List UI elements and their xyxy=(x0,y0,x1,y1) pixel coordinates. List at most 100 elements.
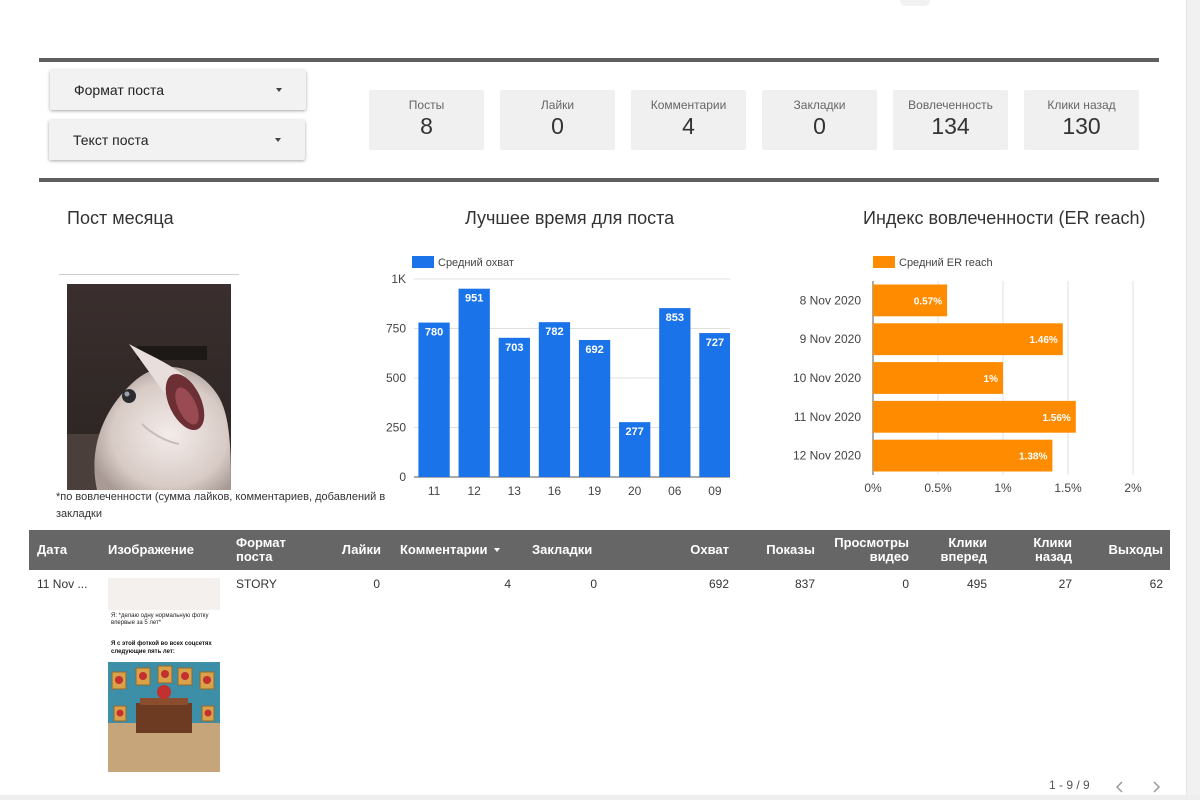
bar xyxy=(458,288,490,477)
column-header-date[interactable]: Дата xyxy=(37,542,68,557)
pagination-label: 1 - 9 / 9 xyxy=(1049,778,1090,792)
kpi-value: 8 xyxy=(420,113,433,139)
bar xyxy=(418,322,450,477)
y-tick-label: 9 Nov 2020 xyxy=(800,332,862,346)
kpi-label: Вовлеченность xyxy=(908,98,993,112)
post-text-filter[interactable]: Текст поста xyxy=(49,120,305,160)
column-header-image[interactable]: Изображение xyxy=(108,542,194,557)
x-tick-label: 0.5% xyxy=(924,481,952,495)
post-of-month-image[interactable] xyxy=(67,284,231,490)
x-tick-label: 2% xyxy=(1124,481,1142,495)
prev-page-button[interactable] xyxy=(1113,779,1127,795)
kpi-clicks-back: Клики назад 130 xyxy=(1024,90,1139,150)
chevron-down-icon xyxy=(275,138,281,142)
legend-swatch xyxy=(873,256,895,268)
column-header-clicks-back[interactable]: Клики назад xyxy=(1033,535,1072,564)
bar xyxy=(578,339,611,477)
y-tick-label: 8 Nov 2020 xyxy=(800,293,862,307)
section-divider-bottom xyxy=(39,178,1159,182)
cell-date: 11 Nov ... xyxy=(37,577,88,591)
data-label: 1.46% xyxy=(1029,335,1057,346)
cell-video-views: 0 xyxy=(902,577,909,591)
meme-image-icon xyxy=(108,578,220,772)
column-header-bookmarks[interactable]: Закладки xyxy=(532,542,593,557)
kpi-label: Комментарии xyxy=(650,98,727,112)
x-tick-label: 1% xyxy=(994,481,1012,495)
bar xyxy=(659,308,691,477)
meme-caption-top: Я: *делаю одну нормальную фотку впервые … xyxy=(111,613,209,626)
bar xyxy=(699,333,730,477)
data-label: 951 xyxy=(465,293,483,305)
column-header-clicks-forward[interactable]: Клики вперед xyxy=(940,535,988,564)
sort-desc-icon xyxy=(493,548,500,552)
data-label: 692 xyxy=(585,344,603,356)
data-label: 780 xyxy=(425,327,443,339)
legend-label: Средний ER reach xyxy=(899,257,993,269)
kpi-label: Закладки xyxy=(793,98,846,112)
cell-impressions: 837 xyxy=(794,577,815,591)
er-reach-title: Индекс вовлеченности (ER reach) xyxy=(863,208,1146,228)
kpi-value: 4 xyxy=(682,113,695,139)
y-tick-label: 250 xyxy=(386,421,406,435)
data-label: 0.57% xyxy=(914,296,942,307)
bar xyxy=(619,422,651,477)
data-label: 727 xyxy=(706,337,724,349)
y-tick-label: 10 Nov 2020 xyxy=(793,371,861,385)
kpi-likes: Лайки 0 xyxy=(500,90,615,150)
column-header-exits[interactable]: Выходы xyxy=(1108,542,1163,557)
section-divider-top xyxy=(39,58,1159,62)
best-time-chart: Средний охват 0 250 500 750 1K 780 11 951 12 703 13… xyxy=(386,256,730,498)
kpi-label: Лайки xyxy=(540,98,575,112)
chevron-down-icon xyxy=(276,88,282,92)
page-scrollbar[interactable] xyxy=(1186,0,1200,800)
column-header-likes[interactable]: Лайки xyxy=(341,542,381,557)
bar xyxy=(873,400,1076,433)
cell-exits: 62 xyxy=(1149,577,1163,591)
y-tick-label: 12 Nov 2020 xyxy=(793,449,861,463)
bar xyxy=(873,284,948,317)
post-of-month-footnote: *по вовлеченности (сумма лайков, коммент… xyxy=(56,491,386,520)
bar xyxy=(873,362,1003,394)
column-header-comments[interactable]: Комментарии xyxy=(400,530,500,570)
kpi-value: 0 xyxy=(551,113,564,139)
bottom-edge xyxy=(0,795,1200,800)
legend-swatch xyxy=(412,256,434,268)
post-text-filter-label: Текст поста xyxy=(73,132,149,148)
bar xyxy=(538,322,571,477)
kpi-label: Клики назад xyxy=(1047,98,1116,112)
data-label: 1.56% xyxy=(1042,413,1070,424)
x-tick-label: 20 xyxy=(628,484,642,498)
data-label: 1.38% xyxy=(1019,452,1047,463)
column-header-reach[interactable]: Охват xyxy=(690,542,729,557)
legend-label: Средний охват xyxy=(438,257,514,269)
cell-comments: 4 xyxy=(504,577,511,591)
column-header-format[interactable]: Формат поста xyxy=(236,535,286,564)
kpi-value: 134 xyxy=(931,113,970,139)
bar xyxy=(498,337,530,477)
x-tick-label: 06 xyxy=(668,484,682,498)
bar xyxy=(873,439,1053,472)
column-header-comments-label: Комментарии xyxy=(400,542,488,557)
x-tick-label: 19 xyxy=(588,484,602,498)
chevron-left-icon xyxy=(1115,781,1123,793)
x-tick-label: 16 xyxy=(548,484,562,498)
x-tick-label: 11 xyxy=(428,484,441,498)
cell-bookmarks: 0 xyxy=(590,577,597,591)
y-tick-label: 11 Nov 2020 xyxy=(794,410,861,424)
data-label: 782 xyxy=(545,326,563,338)
next-page-button[interactable] xyxy=(1149,779,1163,795)
cell-clicks-forward: 495 xyxy=(966,577,987,591)
post-of-month-title: Пост месяца xyxy=(67,208,174,228)
post-thumbnail[interactable]: Я: *делаю одну нормальную фотку впервые … xyxy=(108,578,220,772)
x-tick-label: 09 xyxy=(708,484,722,498)
kpi-posts: Посты 8 xyxy=(369,90,484,150)
column-header-video-views[interactable]: Просмотры видео xyxy=(834,535,909,564)
post-format-filter[interactable]: Формат поста xyxy=(50,70,306,110)
meme-caption-bottom: Я с этой фоткой во всех соцсетях следующ… xyxy=(111,641,212,655)
cat-photo-icon xyxy=(67,284,231,490)
y-tick-label: 750 xyxy=(386,322,406,336)
kpi-value: 0 xyxy=(813,113,826,139)
chevron-right-icon xyxy=(1153,781,1161,793)
bar xyxy=(873,323,1063,356)
column-header-impressions[interactable]: Показы xyxy=(766,542,815,557)
